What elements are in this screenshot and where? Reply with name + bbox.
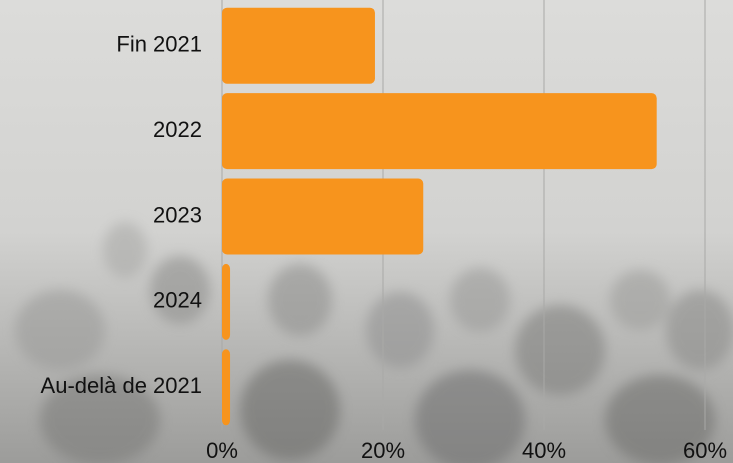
x-tick-label: 40% bbox=[522, 438, 566, 463]
y-tick-label: 2022 bbox=[153, 117, 202, 142]
x-tick-label: 0% bbox=[206, 438, 238, 463]
y-tick-label: 2024 bbox=[153, 288, 202, 313]
bar bbox=[222, 263, 231, 340]
bar bbox=[222, 93, 657, 170]
bar bbox=[222, 349, 231, 426]
bar bbox=[222, 178, 424, 255]
y-tick-label: 2023 bbox=[153, 202, 202, 227]
x-tick-label: 20% bbox=[361, 438, 405, 463]
bar bbox=[222, 7, 375, 84]
background-photo bbox=[15, 222, 733, 463]
x-tick-label: 60% bbox=[683, 438, 727, 463]
y-tick-label: Fin 2021 bbox=[116, 32, 202, 57]
y-tick-label: Au-delà de 2021 bbox=[41, 373, 202, 398]
